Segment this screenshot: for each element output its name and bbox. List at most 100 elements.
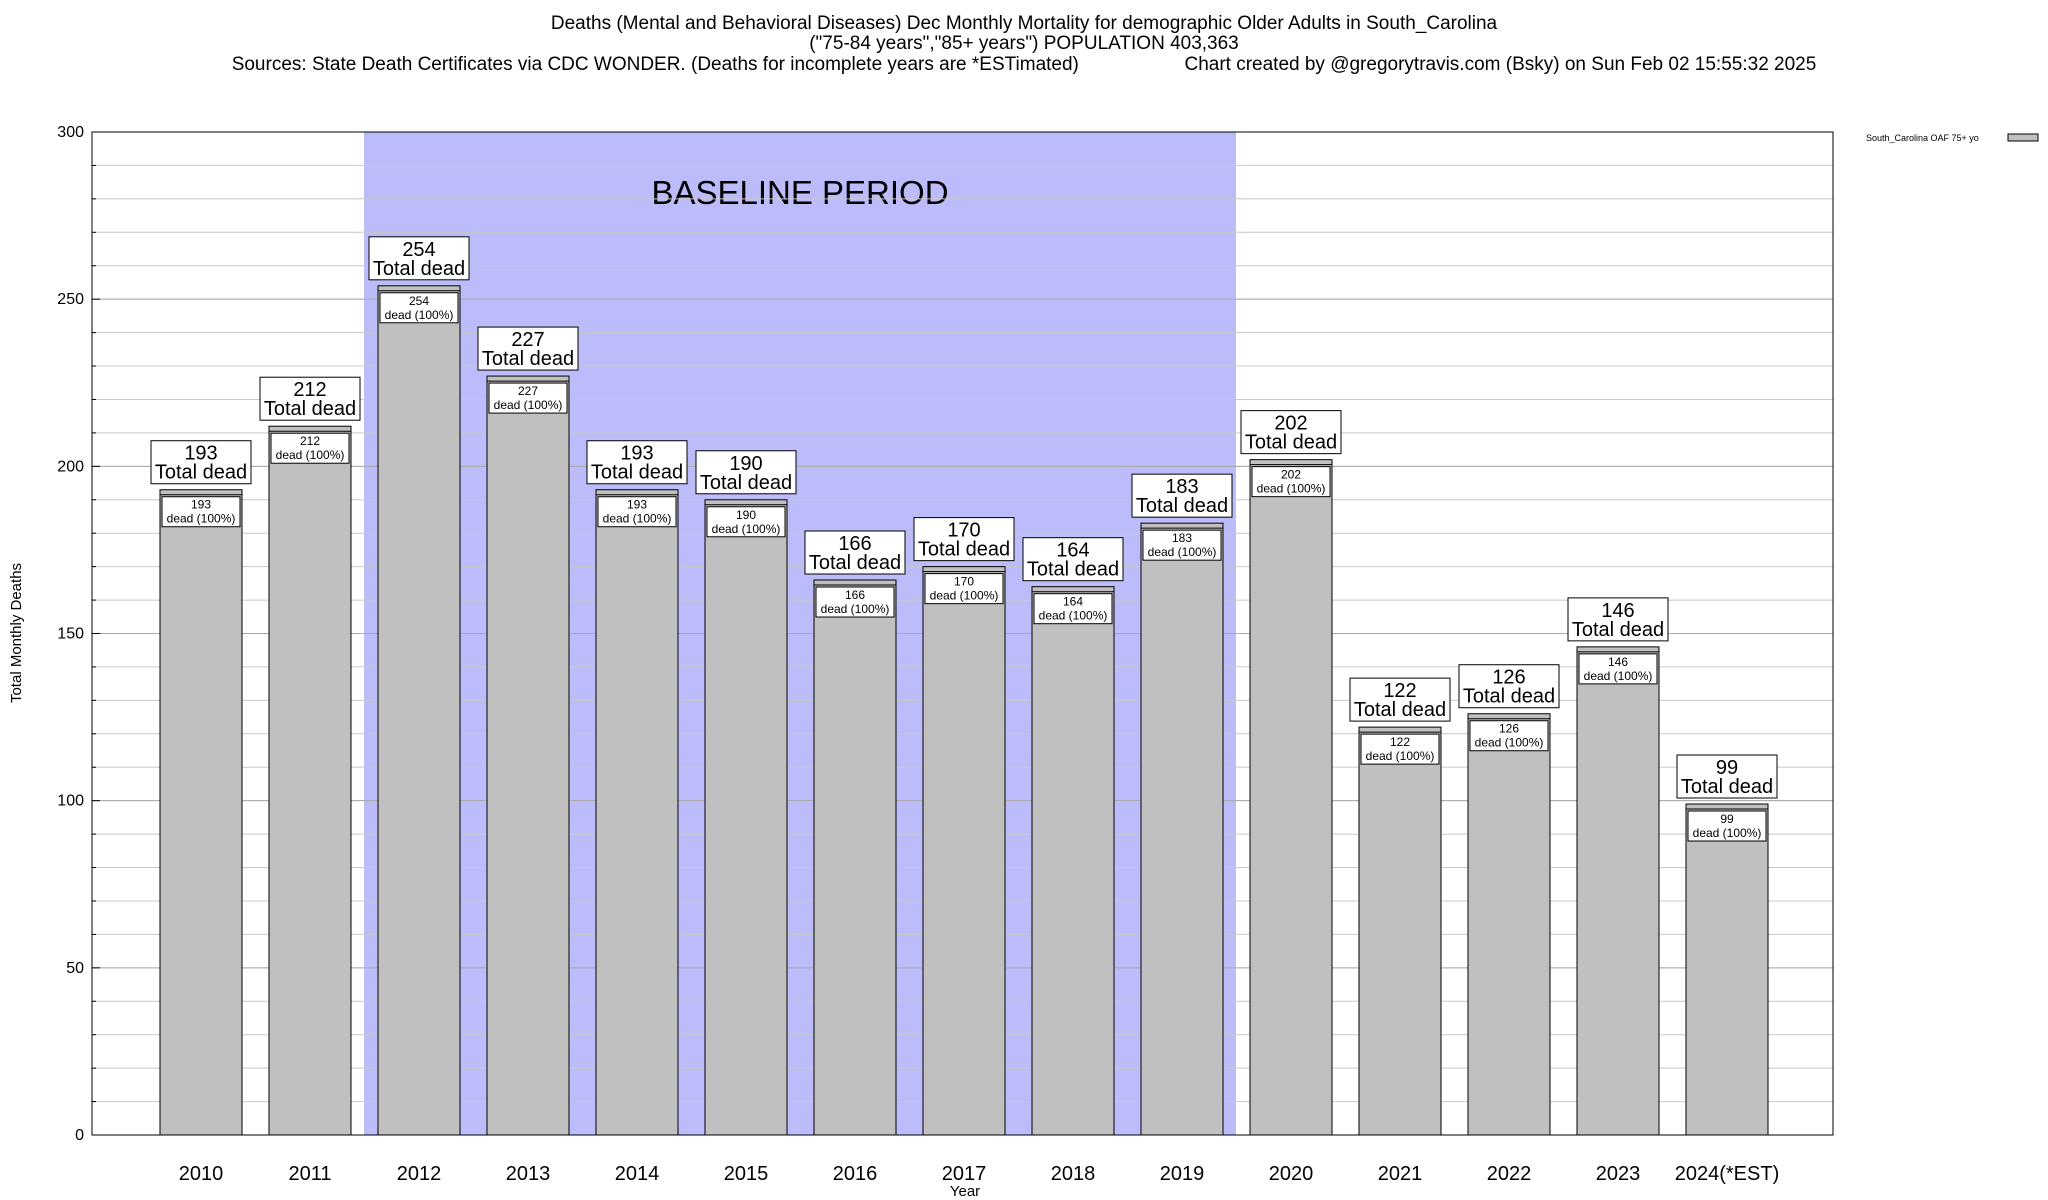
top-label-box — [150, 440, 252, 485]
x-axis-title: Year — [950, 1183, 980, 1200]
y-tick-label: 200 — [57, 458, 84, 475]
top-value-label: 212 — [293, 379, 326, 401]
x-tick-label: 2020 — [1269, 1163, 1314, 1185]
inner-label-box — [597, 496, 677, 528]
x-tick-label: 2012 — [397, 1163, 442, 1185]
top-value-label: 122 — [1383, 680, 1416, 702]
top-label-box — [368, 236, 470, 281]
x-tick-label: 2019 — [1160, 1163, 1205, 1185]
inner-label-box — [161, 496, 241, 528]
top-total-label: Total dead — [591, 462, 683, 484]
top-total-label: Total dead — [264, 398, 356, 420]
inner-value-label: 202 — [1281, 468, 1301, 482]
legend: South_Carolina OAF 75+ yo — [1866, 133, 2039, 143]
inner-value-label: 146 — [1608, 655, 1628, 669]
inner-label-box — [924, 573, 1004, 605]
inner-percent-label: dead (100%) — [603, 512, 672, 526]
bar — [1140, 522, 1224, 1136]
inner-label-box — [1578, 653, 1658, 685]
x-tick-label: 2016 — [833, 1163, 878, 1185]
inner-percent-label: dead (100%) — [385, 308, 454, 322]
chart-title-line2: ("75-84 years","85+ years") POPULATION 4… — [809, 33, 1239, 54]
inner-percent-label: dead (100%) — [1366, 749, 1435, 763]
inner-percent-label: dead (100%) — [276, 448, 345, 462]
x-tick-label: 2014 — [615, 1163, 660, 1185]
inner-value-label: 166 — [845, 588, 865, 602]
inner-value-label: 193 — [191, 498, 211, 512]
inner-percent-label: dead (100%) — [1148, 545, 1217, 559]
top-total-label: Total dead — [482, 348, 574, 370]
top-label-box — [1240, 410, 1342, 455]
inner-value-label: 227 — [518, 384, 538, 398]
x-tick-label: 2011 — [288, 1163, 331, 1185]
inner-value-label: 164 — [1063, 595, 1083, 609]
top-total-label: Total dead — [1354, 699, 1446, 721]
bar — [1249, 459, 1333, 1136]
y-axis-title: Total Monthly Deaths — [8, 563, 25, 703]
top-total-label: Total dead — [1245, 432, 1337, 454]
top-label-box — [1131, 473, 1233, 518]
bar — [922, 566, 1006, 1136]
y-tick-label: 0 — [75, 1127, 84, 1144]
x-tick-label: 2010 — [179, 1163, 224, 1185]
top-value-label: 146 — [1601, 600, 1634, 622]
chart-title-line1: Deaths (Mental and Behavioral Diseases) … — [550, 13, 1498, 34]
top-value-label: 170 — [947, 520, 980, 542]
bar — [486, 375, 570, 1136]
top-total-label: Total dead — [1463, 686, 1555, 708]
bar — [1467, 713, 1551, 1136]
y-tick-label: 250 — [57, 291, 84, 308]
top-value-label: 254 — [402, 239, 435, 261]
inner-percent-label: dead (100%) — [1693, 826, 1762, 840]
bar — [813, 579, 897, 1136]
inner-percent-label: dead (100%) — [167, 512, 236, 526]
inner-value-label: 212 — [300, 434, 320, 448]
top-value-label: 227 — [511, 329, 544, 351]
top-total-label: Total dead — [1681, 776, 1773, 798]
top-label-box — [695, 450, 797, 495]
chart-source-line: Sources: State Death Certificates via CD… — [0, 54, 2048, 76]
x-tick-label: 2018 — [1051, 1163, 1096, 1185]
top-value-label: 202 — [1274, 413, 1307, 435]
top-label-box — [1458, 664, 1560, 709]
inner-value-label: 254 — [409, 294, 429, 308]
top-label-box — [1349, 677, 1451, 722]
top-total-label: Total dead — [373, 258, 465, 280]
inner-percent-label: dead (100%) — [821, 602, 890, 616]
top-total-label: Total dead — [1572, 619, 1664, 641]
x-tick-label: 2015 — [724, 1163, 769, 1185]
top-label-box — [1676, 754, 1778, 799]
bar — [595, 489, 679, 1136]
inner-value-label: 190 — [736, 508, 756, 522]
bar — [1685, 803, 1769, 1136]
legend-label: South_Carolina OAF 75+ yo — [1866, 133, 1979, 143]
y-tick-label: 100 — [57, 793, 84, 810]
legend-swatch — [2007, 133, 2039, 142]
inner-percent-label: dead (100%) — [494, 398, 563, 412]
inner-percent-label: dead (100%) — [712, 522, 781, 536]
inner-value-label: 183 — [1172, 531, 1192, 545]
inner-percent-label: dead (100%) — [1475, 736, 1544, 750]
top-value-label: 193 — [184, 443, 217, 465]
top-value-label: 190 — [729, 453, 762, 475]
top-total-label: Total dead — [700, 472, 792, 494]
top-value-label: 164 — [1056, 540, 1089, 562]
top-total-label: Total dead — [1027, 559, 1119, 581]
top-label-box — [477, 326, 579, 371]
inner-percent-label: dead (100%) — [1039, 609, 1108, 623]
inner-label-box — [379, 292, 459, 324]
top-value-label: 99 — [1716, 757, 1738, 779]
inner-value-label: 193 — [627, 498, 647, 512]
top-value-label: 183 — [1165, 476, 1198, 498]
x-tick-label: 2013 — [506, 1163, 551, 1185]
